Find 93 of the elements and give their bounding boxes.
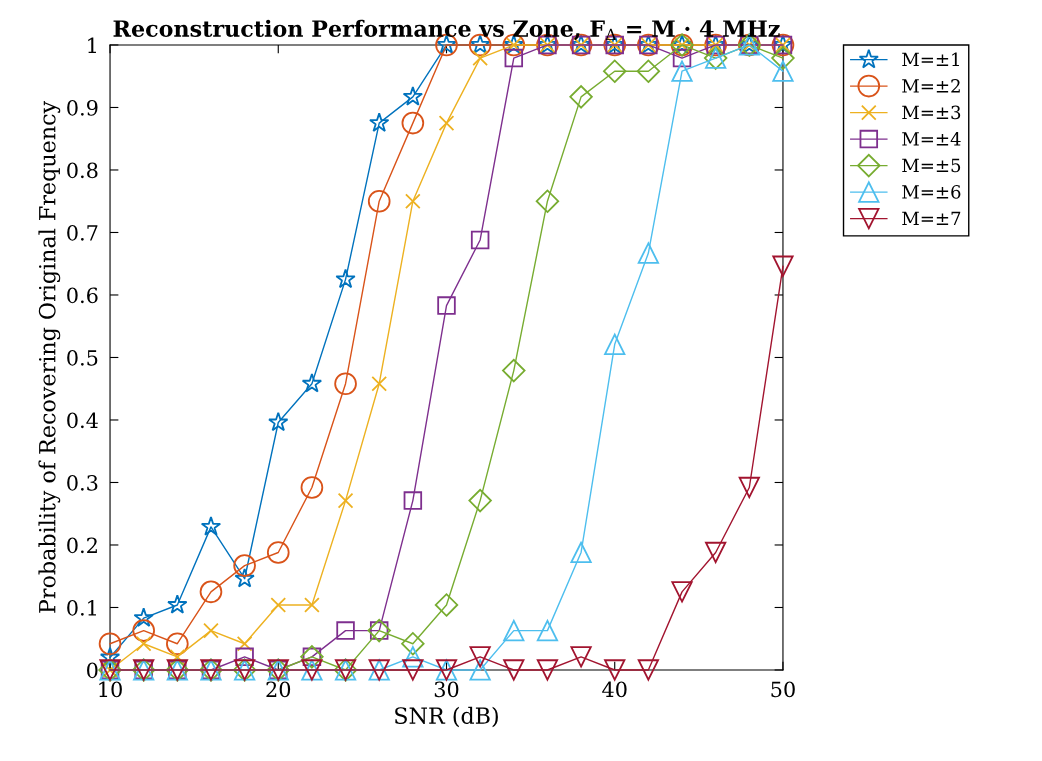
point	[570, 541, 592, 564]
point	[504, 48, 524, 68]
point	[402, 86, 424, 106]
point	[705, 541, 727, 564]
point	[434, 593, 459, 617]
y-tick-label: 0.7	[67, 224, 98, 241]
point	[199, 580, 223, 604]
legend-label: M=±3	[902, 105, 961, 120]
point	[469, 646, 491, 668]
x-tick-label: 20	[266, 681, 291, 698]
y-tick-label: 0.6	[67, 287, 98, 304]
point	[167, 594, 188, 614]
point	[99, 646, 121, 667]
y-tick-label: 0.9	[67, 99, 98, 116]
point	[502, 358, 526, 383]
point	[235, 647, 254, 667]
point	[98, 632, 122, 656]
legend-label: M=±6	[902, 185, 961, 199]
chart-title: Reconstruction Performance vs Zone, F$_{Δ}$ = M · 4 MHz	[113, 19, 780, 41]
point	[472, 50, 488, 66]
point	[166, 632, 189, 656]
point	[401, 632, 425, 656]
point	[637, 659, 660, 681]
y-tick-label: 0.2	[67, 537, 97, 554]
point	[301, 373, 323, 393]
y-tick-label: 0.4	[67, 412, 98, 429]
point	[535, 189, 560, 213]
point	[337, 492, 354, 509]
point	[266, 541, 290, 564]
point	[469, 659, 491, 681]
y-tick-label: 0.8	[67, 162, 98, 179]
point	[503, 619, 525, 642]
x-tick-label: 10	[99, 681, 122, 698]
y-tick-label: 1	[88, 37, 96, 53]
x-axis-title: SNR (dB)	[395, 706, 498, 728]
point	[233, 554, 256, 577]
point	[536, 619, 559, 642]
legend-label: M=±4	[902, 132, 961, 146]
point	[336, 621, 355, 640]
point	[772, 60, 794, 82]
point	[771, 46, 795, 70]
x-tick-label: 30	[434, 681, 459, 698]
legend-label: M=±2	[902, 79, 960, 93]
point	[604, 659, 626, 681]
point	[438, 115, 455, 131]
y-tick-label: 0.5	[67, 349, 98, 366]
point	[405, 193, 421, 210]
y-tick-label: 0.1	[67, 599, 96, 616]
point	[236, 635, 253, 652]
point	[234, 568, 255, 588]
point	[671, 581, 693, 603]
point	[268, 411, 289, 432]
point	[402, 646, 424, 668]
point	[570, 646, 592, 668]
point	[772, 255, 794, 277]
point	[133, 607, 154, 627]
point	[367, 189, 391, 213]
point	[335, 268, 356, 289]
point	[503, 659, 525, 681]
x-tick-label: 40	[602, 681, 627, 698]
point	[169, 649, 186, 665]
point	[536, 659, 559, 681]
point	[403, 491, 423, 510]
point	[304, 597, 320, 613]
point	[636, 59, 661, 83]
point	[401, 111, 425, 135]
point	[672, 48, 692, 68]
point	[200, 516, 222, 536]
point	[569, 85, 593, 109]
point	[470, 230, 490, 250]
y-axis-title: Probability of Recovering Original Frequency	[38, 100, 61, 613]
y-tick-label: 0.3	[67, 474, 98, 491]
point	[334, 372, 357, 396]
point	[604, 333, 626, 355]
y-tick-label: 0	[87, 662, 98, 679]
point	[437, 296, 456, 315]
point	[468, 488, 492, 513]
point	[300, 476, 324, 499]
point	[671, 60, 693, 82]
legend-label: M=±7	[902, 211, 961, 225]
point	[402, 659, 424, 681]
point	[203, 622, 219, 639]
point	[132, 619, 156, 642]
x-tick-label: 50	[771, 681, 795, 698]
legend-label: M=±1	[902, 52, 959, 66]
point	[135, 635, 152, 652]
point	[371, 375, 388, 392]
point	[637, 242, 660, 264]
point	[270, 597, 287, 613]
point	[603, 59, 627, 83]
legend-label: M=±5	[902, 158, 961, 173]
point	[369, 112, 390, 132]
point	[738, 476, 760, 499]
